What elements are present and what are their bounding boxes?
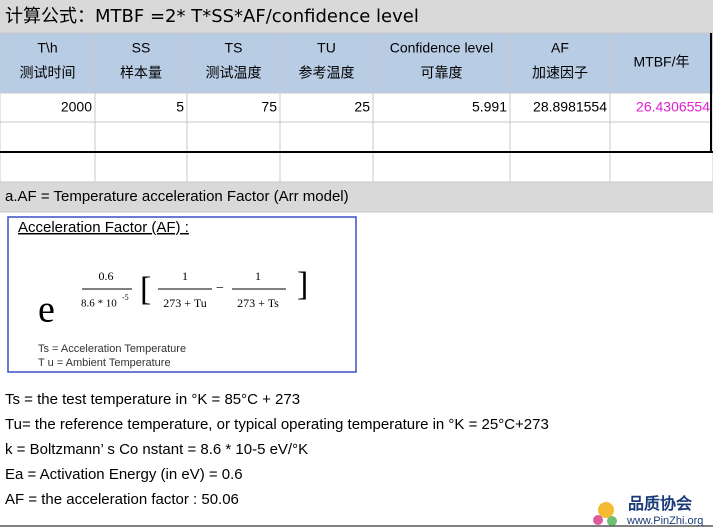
watermark-url: www.PinZhi.org [626,515,703,527]
data-cell: 5 [176,99,184,115]
header-cell: SS [132,40,151,56]
section-title: a.AF = Temperature acceleration Factor (… [5,188,349,205]
formula-box [7,216,357,373]
formula-exponent: -5 [122,293,129,302]
title-bar [0,0,713,33]
section-bar [0,182,713,212]
note-line: k = Boltzmann’ s Co nstant = 8.6 * 10-5 … [5,441,308,458]
logo [607,516,617,526]
data-cell: 28.8981554 [533,99,607,115]
formula-base: e [38,289,55,331]
logo [598,502,614,518]
logo [593,515,603,525]
note-line: Ea = Activation Energy (in eV) = 0.6 [5,466,243,483]
formula-numerator: 0.6 [99,269,114,283]
term2-den: 273 + Ts [237,296,279,310]
grid: T\h 测试时间 SS 样本量 TS 测试温度 TU 参考温度 Confidence level… [0,32,713,213]
formula-heading: Acceleration Factor (AF) : [18,219,189,236]
title: 计算公式：MTBF =2* T*SS*AF/confidence level [5,6,419,27]
bracket: ] [297,266,308,303]
formula-legend: T u = Ambient Temperature [38,357,171,369]
term1-num: 1 [182,269,188,283]
notes: Ts = the test temperature in °K = 85°C +… [0,391,713,527]
header-cell: 可靠度 [421,65,463,81]
header-cell: 测试时间 [20,65,76,81]
data-cell: 5.991 [472,99,507,115]
term2-num: 1 [255,269,261,283]
header-cell: MTBF/年 [634,54,690,70]
term1-den: 273 + Tu [163,296,206,310]
bracket: [ [140,271,151,308]
data-cell: 25 [354,99,370,115]
header-cell: 加速因子 [532,65,588,81]
note-line: Ts = the test temperature in °K = 85°C +… [5,391,300,408]
data-cell: 26.4306554 [636,99,710,115]
minus: − [216,281,224,296]
header-cell: TS [225,40,243,56]
formula-legend: Ts = Acceleration Temperature [38,343,186,355]
header-cell: 样本量 [120,65,162,81]
formula-denominator: 8.6 * 10 [81,298,117,310]
data-cell: 2000 [61,99,92,115]
note-line: AF = the acceleration factor : 50.06 [5,491,239,508]
header-cell: 测试温度 [206,65,262,81]
watermark-name: 品质协会 [628,494,692,513]
header-cell: TU [317,40,336,56]
header-row [0,33,713,93]
header-cell: AF [551,40,569,56]
header-cell: 参考温度 [299,65,355,81]
data-cell: 75 [261,99,277,115]
header-cell: Confidence level [390,40,494,56]
header-cell: T\h [37,40,57,56]
note-line: Tu= the reference temperature, or typica… [5,416,549,433]
